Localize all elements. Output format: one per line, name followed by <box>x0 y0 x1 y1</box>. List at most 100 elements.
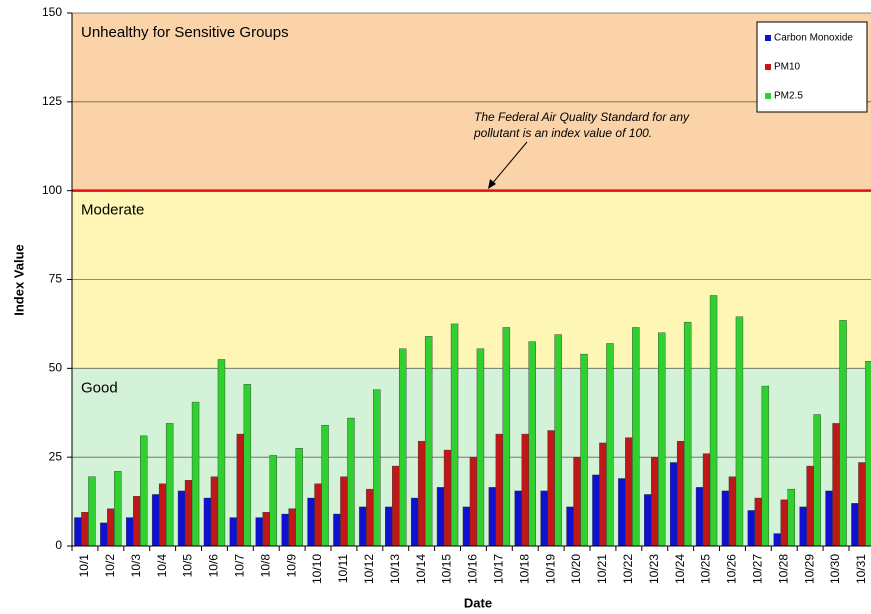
bar <box>340 476 348 547</box>
x-tick-label: 10/18 <box>517 554 531 584</box>
bar <box>229 517 238 547</box>
bar <box>754 497 763 547</box>
bar <box>573 456 581 547</box>
bar <box>547 430 555 547</box>
x-axis-title: Date <box>464 595 492 610</box>
bar <box>625 437 633 547</box>
bar <box>417 440 426 547</box>
x-tick-label: 10/17 <box>492 554 506 584</box>
x-tick-label: 10/19 <box>543 554 557 584</box>
bar <box>114 471 122 547</box>
y-tick-label: 125 <box>42 94 62 108</box>
bar <box>281 513 289 547</box>
legend-swatch <box>765 64 771 70</box>
x-tick-label: 10/22 <box>621 554 635 584</box>
bar <box>606 343 614 547</box>
y-axis-title: Index Value <box>11 244 26 316</box>
bar <box>813 414 821 547</box>
bar <box>295 448 303 547</box>
bar <box>262 512 270 547</box>
zone-label: Moderate <box>81 202 144 219</box>
bar <box>107 508 115 547</box>
bar <box>462 506 471 547</box>
bar <box>269 455 277 547</box>
bar <box>307 497 315 547</box>
bar <box>385 506 393 547</box>
arrow-head <box>488 179 496 189</box>
legend-swatch <box>765 93 771 99</box>
bar <box>514 490 522 547</box>
x-tick-label: 10/20 <box>569 554 583 584</box>
x-tick-label: 10/29 <box>802 554 816 584</box>
y-tick-label: 100 <box>42 183 62 197</box>
annotation: The Federal Air Quality Standard for any <box>474 110 690 124</box>
bar <box>184 480 193 547</box>
x-tick-label: 10/9 <box>284 554 298 578</box>
bar <box>236 433 245 547</box>
bar <box>495 433 504 547</box>
bar <box>436 487 445 547</box>
bar <box>443 449 452 547</box>
bar <box>599 442 607 547</box>
bar <box>832 423 840 547</box>
bar <box>839 320 847 547</box>
bar <box>100 522 108 547</box>
x-tick-label: 10/14 <box>414 554 428 584</box>
x-tick-label: 10/24 <box>673 554 687 584</box>
bar <box>787 488 795 547</box>
bar <box>580 353 588 547</box>
bar <box>592 474 600 547</box>
bar <box>521 433 529 547</box>
bar <box>702 453 711 547</box>
x-tick-label: 10/11 <box>336 554 350 583</box>
bar <box>799 506 807 547</box>
bar <box>399 348 407 547</box>
bar <box>450 323 459 547</box>
bar <box>210 476 219 547</box>
bar <box>333 513 341 547</box>
bar <box>644 494 652 547</box>
bar <box>683 321 692 547</box>
x-tick-label: 10/23 <box>647 554 661 584</box>
legend-swatch <box>765 35 771 41</box>
bar <box>676 440 685 547</box>
y-tick-label: 50 <box>49 361 63 375</box>
x-tick-label: 10/13 <box>388 554 402 584</box>
x-tick-label: 10/10 <box>310 554 324 584</box>
x-tick-label: 10/8 <box>258 554 272 578</box>
x-tick-label: 10/3 <box>129 554 143 578</box>
y-tick-label: 150 <box>42 5 62 19</box>
bar <box>695 487 704 547</box>
bar <box>203 497 212 547</box>
x-tick-label: 10/5 <box>181 554 195 578</box>
legend-label: PM2.5 <box>774 91 803 102</box>
bar <box>806 465 814 547</box>
bar <box>217 359 226 547</box>
bar <box>177 490 186 547</box>
x-tick-label: 10/30 <box>828 554 842 584</box>
bar <box>658 332 666 547</box>
x-tick-label: 10/6 <box>207 554 221 578</box>
bar <box>488 487 497 547</box>
annotation-arrow <box>490 141 528 186</box>
bar <box>476 348 485 547</box>
bar <box>773 533 781 547</box>
bar <box>158 483 167 547</box>
bar <box>81 512 89 547</box>
y-tick-label: 75 <box>49 272 63 286</box>
x-tick-label: 10/2 <box>103 554 117 578</box>
bar <box>747 510 756 547</box>
x-tick-label: 10/28 <box>776 554 790 584</box>
bar <box>502 327 511 547</box>
bar <box>255 517 263 547</box>
x-tick-label: 10/15 <box>440 554 454 584</box>
bar <box>392 465 400 547</box>
bar <box>651 456 659 547</box>
bar <box>243 384 252 547</box>
bar <box>88 476 96 547</box>
bar <box>735 316 744 547</box>
bar <box>133 496 141 547</box>
zone-label: Unhealthy for Sensitive Groups <box>81 24 289 41</box>
bar <box>347 417 355 547</box>
